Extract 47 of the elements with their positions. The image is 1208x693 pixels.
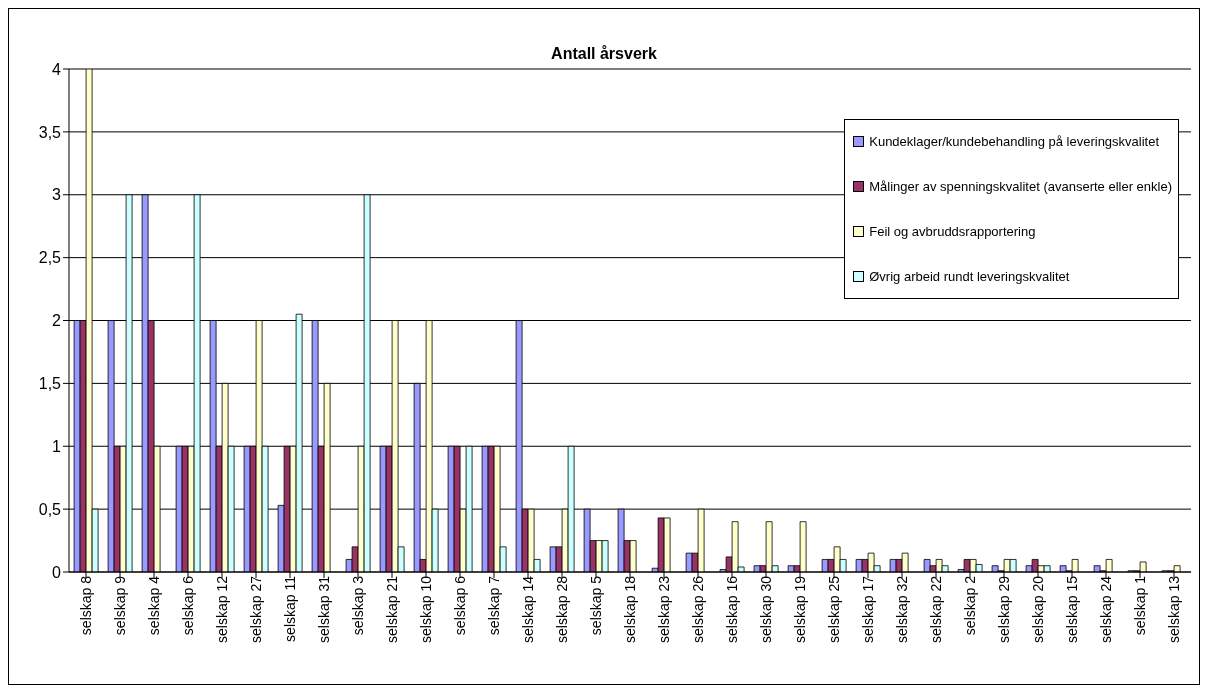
x-tick-label: selskap 20 <box>1029 575 1046 643</box>
x-tick-label: selskap 7 <box>485 575 502 636</box>
x-tick-label: selskap 5 <box>587 575 604 636</box>
y-tick-label: 3,5 <box>38 123 62 141</box>
x-tick-label: selskap 11 <box>281 575 298 642</box>
legend-label: Feil og avbruddsrapportering <box>869 224 1036 239</box>
x-tick-label: selskap 21 <box>383 575 400 643</box>
x-tick-label: selskap 18 <box>621 575 638 643</box>
legend-label: Målinger av spenningskvalitet (avanserte eller enkle) <box>869 179 1172 194</box>
x-tick-label: selskap 2 <box>961 575 978 636</box>
x-tick-label: selskap 6 <box>451 575 468 636</box>
x-tick-label: selskap 12 <box>213 575 230 643</box>
x-tick-label: selskap 25 <box>825 575 842 643</box>
y-tick-label: 2 <box>52 312 62 330</box>
x-tick-label: selskap 15 <box>1063 575 1080 643</box>
y-tick-label: 3 <box>52 186 62 204</box>
x-tick-label: selskap 31 <box>315 575 332 643</box>
legend-label: Øvrig arbeid rundt leveringskvalitet <box>869 269 1070 284</box>
x-tick-label: selskap 24 <box>1097 575 1114 643</box>
x-tick-label: selskap 27 <box>247 575 264 643</box>
x-tick-label: selskap 9 <box>111 575 128 636</box>
x-tick-label: selskap 32 <box>893 575 910 643</box>
x-tick-label: selskap 14 <box>519 575 536 643</box>
x-tick-label: selskap 3 <box>349 575 366 636</box>
y-tick-label: 4 <box>52 60 62 78</box>
x-tick-label: selskap 10 <box>417 575 434 643</box>
x-tick-label: selskap 23 <box>655 575 672 643</box>
x-tick-label: selskap 1 <box>1131 575 1148 636</box>
x-tick-label: selskap 13 <box>1165 575 1182 643</box>
x-tick-label: selskap 28 <box>553 575 570 643</box>
y-tick-label: 2,5 <box>38 249 62 267</box>
x-tick-label: selskap 16 <box>723 575 740 643</box>
x-tick-label: selskap 17 <box>859 575 876 643</box>
x-tick-label: selskap 22 <box>927 575 944 643</box>
y-tick-label: 1 <box>52 437 62 455</box>
x-tick-label: selskap 30 <box>757 575 774 643</box>
x-tick-label: selskap 26 <box>689 575 706 643</box>
x-tick-label: selskap 6 <box>179 575 196 636</box>
x-tick-label: selskap 4 <box>145 575 162 636</box>
legend-label: Kundeklager/kundebehandling på leveringskvalitet <box>869 134 1160 149</box>
y-tick-label: 1,5 <box>38 375 62 393</box>
x-tick-label: selskap 19 <box>791 575 808 643</box>
y-tick-label: 0 <box>52 563 62 581</box>
x-tick-label: selskap 29 <box>995 575 1012 643</box>
chart-title: Antall årsverk <box>551 45 657 62</box>
x-tick-label: selskap 8 <box>77 575 94 636</box>
y-tick-label: 0,5 <box>38 500 62 518</box>
